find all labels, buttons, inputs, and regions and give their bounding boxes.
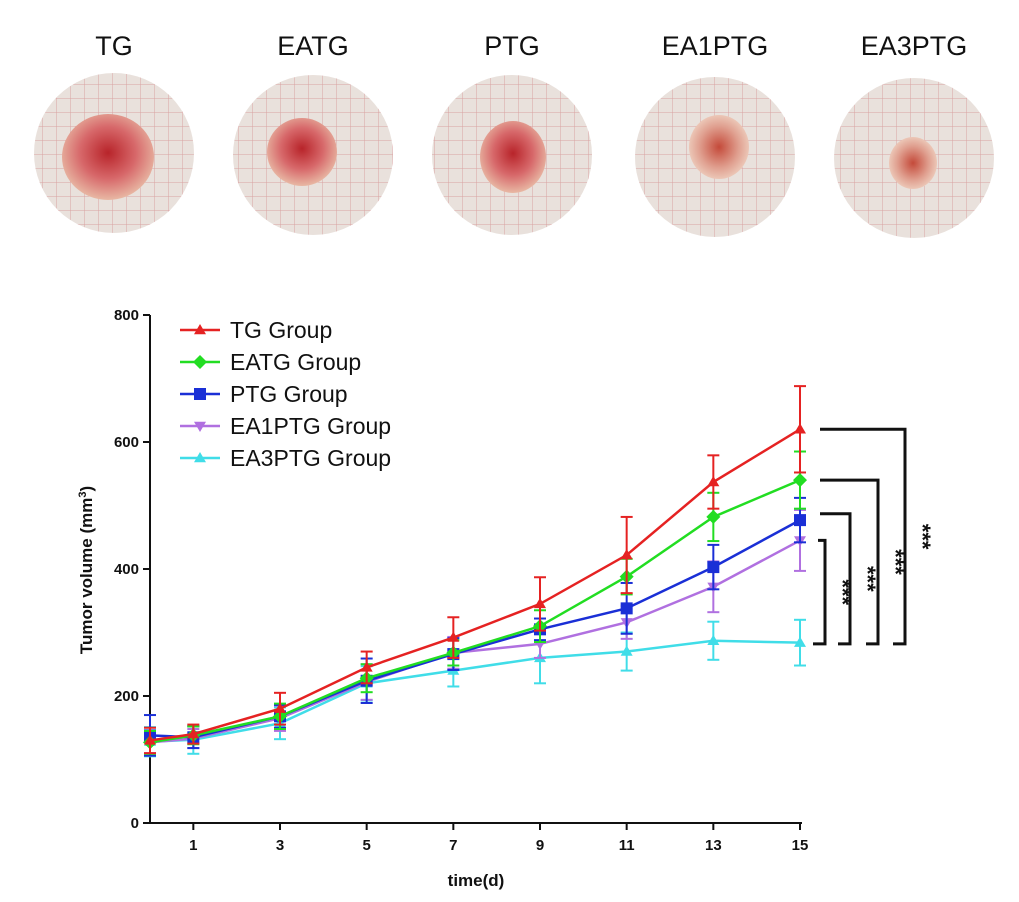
data-point — [447, 631, 460, 642]
photo-panel-ptg: PTG — [432, 31, 592, 235]
data-point — [707, 561, 720, 574]
y-tick-label: 400 — [114, 561, 139, 578]
data-point — [707, 634, 720, 645]
x-tick-label: 11 — [619, 837, 635, 854]
significance-label: *** — [883, 549, 908, 575]
data-point — [620, 645, 633, 656]
data-point — [706, 509, 721, 524]
tumor-specimen-ea3ptg — [889, 137, 937, 189]
legend-marker — [194, 324, 206, 335]
legend-label: TG Group — [230, 317, 332, 343]
bracket-line — [820, 478, 880, 646]
tumor-specimen-ptg — [480, 121, 546, 193]
photo-label-tg: TG — [95, 31, 133, 61]
photo-label-ptg: PTG — [484, 31, 540, 61]
x-tick-label: 5 — [362, 837, 370, 854]
significance-label: *** — [830, 579, 855, 605]
photo-label-ea1ptg: EA1PTG — [662, 31, 769, 61]
legend-item: EATG Group — [180, 349, 361, 375]
series-ea1ptg-group — [144, 508, 806, 755]
chart-legend: TG Group EATG Group PTG Group EA1PTG Group E… — [180, 317, 391, 471]
x-tick-label: 13 — [705, 837, 722, 854]
series-tg-group — [144, 385, 806, 755]
photo-row: TG EATG PTG EA1PTG EA3PTG — [34, 31, 994, 238]
y-axis-label-close: ) — [77, 486, 96, 492]
legend-marker — [193, 355, 207, 369]
chart-series — [143, 385, 807, 758]
photo-panel-tg: TG — [34, 31, 194, 233]
y-axis-label: Tumor volume (mm3) — [77, 486, 96, 654]
data-point — [794, 636, 806, 647]
data-point — [534, 597, 546, 609]
photo-label-eatg: EATG — [277, 31, 349, 61]
series-ea3ptg-group — [144, 618, 806, 758]
tumor-specimen-ea1ptg — [689, 115, 749, 179]
data-point — [360, 661, 373, 672]
significance-bracket: *** — [820, 512, 880, 646]
data-point — [144, 734, 156, 745]
tumor-specimen-eatg — [267, 118, 337, 186]
legend-label: EA3PTG Group — [230, 445, 391, 471]
legend-label: PTG Group — [230, 381, 348, 407]
series-line — [149, 478, 801, 744]
legend-marker — [194, 421, 206, 432]
legend-item: PTG Group — [180, 381, 348, 407]
significance-bracket: *** — [813, 538, 855, 646]
significance-brackets: ************ — [813, 427, 935, 646]
y-tick-label: 200 — [114, 688, 139, 705]
data-point — [620, 602, 633, 615]
x-tick-label: 7 — [449, 837, 457, 854]
significance-bracket: *** — [820, 427, 935, 646]
data-point — [187, 728, 200, 739]
series-eatg-group — [143, 450, 807, 755]
data-point — [793, 473, 807, 488]
x-axis-label: time(d) — [448, 871, 505, 890]
significance-label: *** — [855, 566, 880, 592]
series-line — [149, 428, 801, 742]
data-point — [274, 702, 286, 713]
legend-label: EA1PTG Group — [230, 413, 391, 439]
y-tick-label: 0 — [131, 815, 139, 832]
legend-marker — [194, 388, 206, 400]
data-point — [620, 549, 633, 560]
legend-marker — [194, 452, 206, 463]
tumor-specimen-tg — [62, 114, 154, 200]
legend-item: TG Group — [180, 317, 332, 343]
photo-panel-ea1ptg: EA1PTG — [635, 31, 795, 237]
y-tick-label: 600 — [114, 434, 139, 451]
y-tick-label: 800 — [114, 307, 139, 324]
series-ptg-group — [144, 496, 806, 757]
significance-bracket: *** — [820, 478, 908, 646]
data-point — [794, 514, 806, 527]
bracket-line — [813, 538, 827, 646]
bracket-line — [820, 512, 852, 646]
data-point — [794, 423, 806, 434]
legend-item: EA3PTG Group — [180, 445, 391, 471]
x-tick-label: 15 — [792, 837, 809, 854]
photo-panel-ea3ptg: EA3PTG — [834, 31, 994, 238]
y-axis-label-main: Tumor volume (mm — [77, 498, 96, 654]
x-tick-label: 9 — [536, 837, 544, 854]
y-axis-label-sup: 3 — [77, 492, 89, 498]
bracket-line — [820, 427, 907, 646]
legend-item: EA1PTG Group — [180, 413, 391, 439]
photo-panel-eatg: EATG — [233, 31, 393, 235]
photo-label-ea3ptg: EA3PTG — [861, 31, 968, 61]
data-point — [707, 476, 720, 487]
x-tick-label: 3 — [276, 837, 284, 854]
x-tick-label: 1 — [189, 837, 197, 854]
significance-label: *** — [910, 524, 935, 550]
legend-label: EATG Group — [230, 349, 361, 375]
